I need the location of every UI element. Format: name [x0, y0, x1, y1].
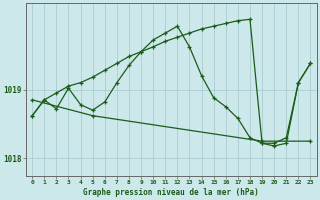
X-axis label: Graphe pression niveau de la mer (hPa): Graphe pression niveau de la mer (hPa)	[84, 188, 259, 197]
